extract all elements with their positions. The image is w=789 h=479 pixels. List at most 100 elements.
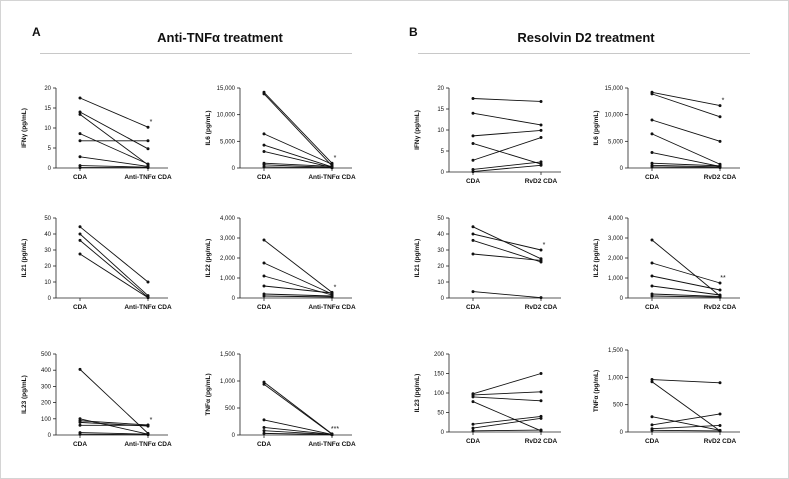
a-il6-series-line (263, 164, 333, 168)
a-il23-y-tick-label: 100 (41, 417, 52, 423)
a-il23-point-after (146, 433, 150, 437)
b-il21-category-label: RvD2 CDA (525, 304, 558, 311)
b-il21-point-after (539, 248, 543, 252)
b-il23-point-after (539, 416, 543, 420)
a-il6-series-line (263, 166, 333, 169)
panel-b-title: Resolvin D2 treatment (517, 30, 655, 45)
a-tnf-series-line (263, 426, 333, 435)
b-il23-series-line (472, 401, 542, 432)
b-ifn-point-after (539, 123, 543, 127)
b-tnf-point-before (650, 415, 654, 419)
b-il21-series-line (472, 239, 542, 263)
b-il22-category-label: CDA (645, 304, 659, 311)
a-il6-y-tick-label: 5,000 (220, 139, 236, 145)
b-il21-series-line (472, 253, 542, 261)
b-il22-point-before (650, 284, 654, 288)
b-tnf-point-before (650, 380, 654, 384)
a-il23-y-tick-label: 400 (41, 368, 52, 374)
b-il22-point-before (650, 294, 654, 298)
b-il22-series-line (651, 295, 721, 298)
a-ifn-series-line (79, 156, 149, 167)
b-tnf-y-tick-label: 500 (613, 403, 624, 409)
b-il21-category-label: CDA (466, 304, 480, 311)
b-il21-series-line (472, 226, 542, 260)
b-ifn-category-label: CDA (466, 178, 480, 185)
b-il22-y-tick-label: 1,000 (608, 276, 624, 282)
panel-a-rule (40, 53, 352, 54)
b-il22-point-after (718, 295, 722, 299)
a-ifn-series-line (79, 114, 149, 166)
a-ifn-point-before (78, 110, 82, 114)
b-il22-point-before (650, 238, 654, 242)
b-ifn-point-after (539, 128, 543, 132)
b-ifn-y-tick-label: 20 (437, 86, 444, 92)
a-il23-y-axis-label: IL23 (pg/mL) (21, 375, 28, 414)
b-ifn-series-line (472, 161, 542, 170)
b-il23-series-line (472, 415, 542, 425)
b-il6-y-axis-label: IL6 (pg/mL) (593, 110, 600, 145)
b-il21-point-before (471, 290, 475, 294)
a-il22-point-after (330, 291, 334, 295)
b-il23-y-tick-label: 50 (437, 411, 444, 417)
b-il6-category-label: CDA (645, 174, 659, 181)
a-il6-category-label: Anti-TNFα CDA (308, 174, 356, 181)
b-il6-y-tick-label: 0 (620, 166, 624, 172)
b-il22-y-axis-label: IL22 (pg/mL) (593, 239, 600, 278)
b-il6-series-line (651, 166, 721, 168)
a-ifn-y-axis-label: IFNγ (pg/mL) (21, 108, 28, 148)
a-il21-y-tick-label: 40 (44, 232, 51, 238)
b-tnf-point-after (718, 429, 722, 433)
b-il22-point-after (718, 288, 722, 292)
a-il21-point-before (78, 225, 82, 229)
b-il23-point-after (539, 428, 543, 432)
b-il22-series-line (651, 293, 721, 297)
a-il22-y-axis-label: IL22 (pg/mL) (205, 239, 212, 278)
b-tnf-y-tick-label: 0 (620, 430, 624, 436)
panel-a-title: Anti-TNFα treatment (157, 30, 283, 45)
a-ifn-point-before (78, 139, 82, 143)
a-il6-point-before (262, 143, 266, 147)
b-ifn-point-after (539, 163, 543, 167)
b-tnf-series-line (651, 424, 721, 430)
b-il23-y-tick-label: 100 (434, 391, 445, 397)
a-il21-y-axis-label: IL21 (pg/mL) (21, 239, 28, 278)
a-tnf-point-before (262, 382, 266, 386)
b-il21-point-before (471, 238, 475, 242)
b-ifn-point-before (471, 170, 475, 174)
b-il22-point-before (650, 274, 654, 278)
b-il21-series-line (472, 233, 542, 251)
a-tnf-point-before (262, 431, 266, 435)
b-il23-y-tick-label: 0 (441, 430, 445, 436)
a-il6-point-after (330, 162, 334, 166)
b-il22-significance-label: ** (720, 275, 726, 282)
b-ifn-point-before (471, 97, 475, 100)
a-il21-series-line (79, 240, 149, 298)
b-ifn-series-line (472, 164, 542, 173)
a-il21-point-before (78, 252, 82, 256)
b-tnf-category-label: CDA (645, 438, 659, 445)
a-tnf-y-tick-label: 0 (232, 433, 236, 439)
b-ifn-point-before (471, 111, 475, 115)
a-il6-point-before (262, 163, 266, 167)
b-tnf-point-after (718, 381, 722, 385)
a-ifn-point-after (146, 125, 150, 129)
b-il6-point-after (718, 165, 722, 169)
b-tnf-series-line (651, 429, 721, 432)
b-il6-category-label: RvD2 CDA (704, 174, 737, 181)
a-il22-series-line (263, 293, 333, 297)
b-tnf-series-line (651, 413, 721, 426)
a-ifn-y-tick-label: 5 (48, 146, 52, 152)
a-il23-series-line (79, 369, 149, 434)
b-il23-y-tick-label: 150 (434, 372, 445, 378)
a-tnf-point-before (262, 425, 266, 429)
a-il23-category-label: Anti-TNFα CDA (124, 441, 172, 448)
b-ifn-series-line (472, 98, 542, 102)
b-il21-significance-label: * (543, 242, 546, 249)
b-il21-point-before (471, 225, 475, 229)
b-ifn-y-tick-label: 15 (437, 107, 444, 113)
a-il23-series-line (79, 432, 149, 435)
a-il6-point-after (330, 166, 334, 170)
a-ifn-y-tick-label: 10 (44, 126, 51, 132)
a-il21-y-tick-label: 30 (44, 248, 51, 254)
b-tnf-point-before (650, 428, 654, 432)
